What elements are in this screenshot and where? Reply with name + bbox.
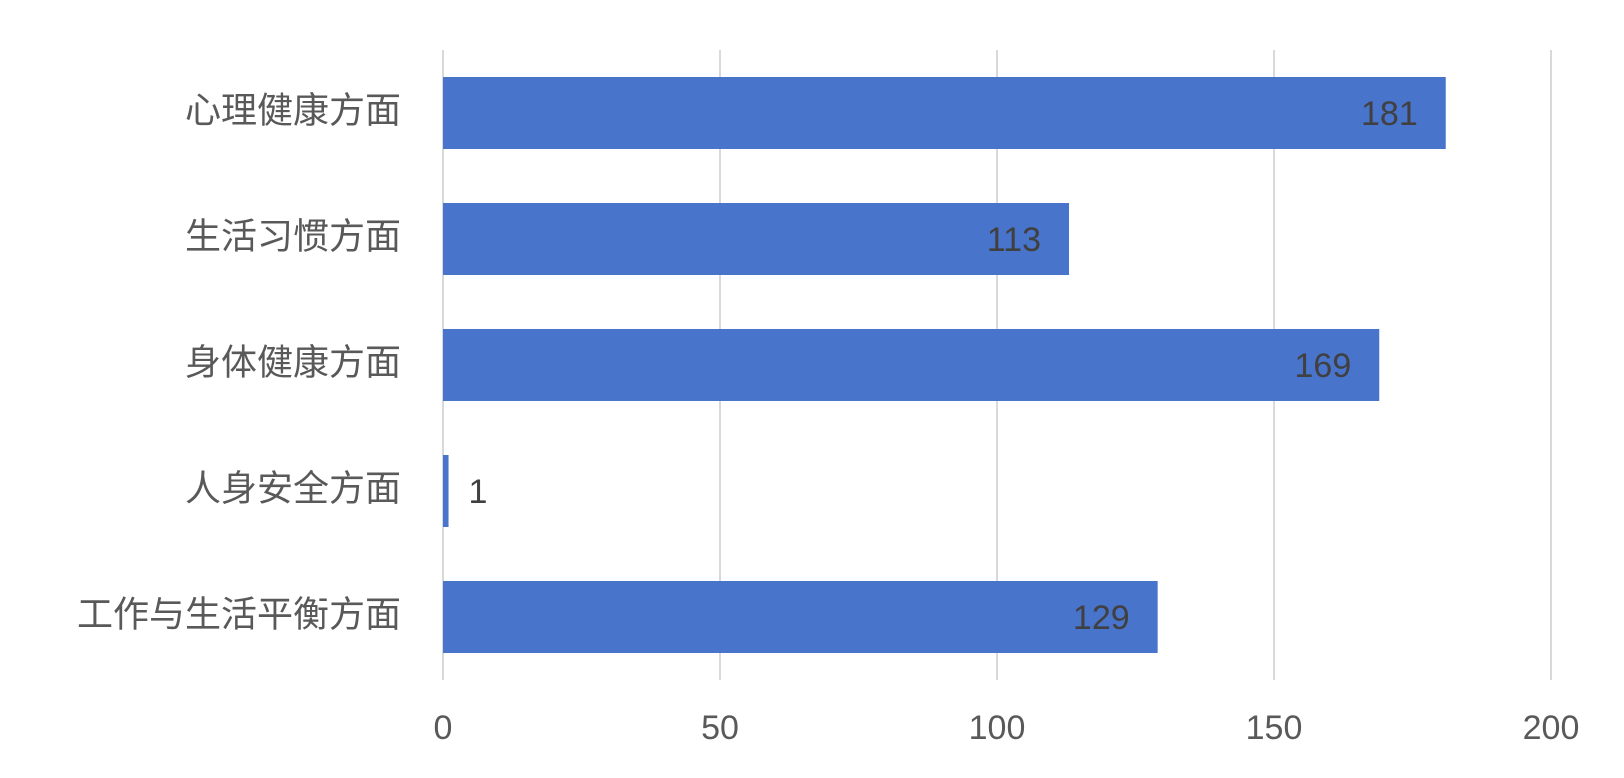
x-tick-label: 100 <box>969 709 1026 747</box>
y-tick-label: 心理健康方面 <box>185 90 401 131</box>
bar <box>443 581 1158 653</box>
x-tick-label: 0 <box>434 709 453 747</box>
value-label: 181 <box>1361 95 1418 133</box>
y-tick-label: 人身安全方面 <box>185 468 401 509</box>
y-tick-label: 生活习惯方面 <box>185 216 401 257</box>
y-tick-label: 工作与生活平衡方面 <box>77 594 401 635</box>
bar <box>443 77 1446 149</box>
bar <box>443 203 1070 275</box>
bar <box>443 329 1380 401</box>
x-tick-label: 50 <box>701 709 739 747</box>
bar <box>443 455 449 527</box>
value-label: 129 <box>1073 599 1130 637</box>
value-label: 169 <box>1295 347 1352 385</box>
x-tick-label: 150 <box>1246 709 1303 747</box>
value-label: 113 <box>987 221 1041 259</box>
x-tick-label: 200 <box>1523 709 1580 747</box>
y-tick-label: 身体健康方面 <box>185 342 401 383</box>
value-label: 1 <box>469 473 488 511</box>
